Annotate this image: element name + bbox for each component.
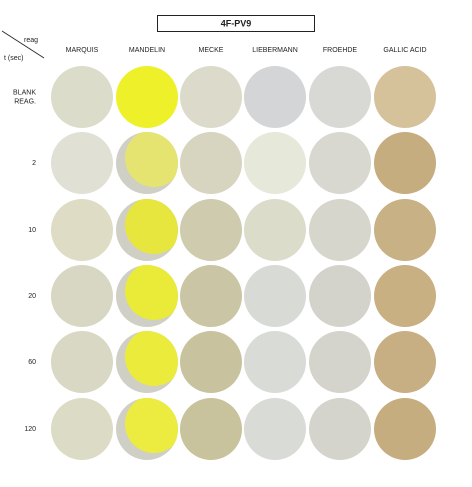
test-spot [180, 66, 242, 128]
test-spot [309, 398, 371, 460]
column-axis-label: reag [24, 37, 38, 44]
column-header: LIEBERMANN [252, 47, 298, 54]
test-spot [309, 66, 371, 128]
reaction-area [125, 331, 178, 386]
test-spot [309, 199, 371, 261]
test-spot [116, 66, 178, 128]
test-spot [244, 66, 306, 128]
row-axis-label: t (sec) [4, 55, 23, 62]
test-spot [374, 66, 436, 128]
row-header: 20 [28, 293, 36, 300]
test-spot [374, 398, 436, 460]
test-spot [51, 199, 113, 261]
test-spot [244, 132, 306, 194]
test-spot [374, 331, 436, 393]
test-spot [309, 265, 371, 327]
test-spot [374, 132, 436, 194]
test-spot [244, 398, 306, 460]
reaction-area [125, 132, 178, 187]
column-header: MARQUIS [66, 47, 99, 54]
row-header: BLANK [13, 89, 36, 96]
reaction-area [125, 199, 178, 254]
row-header: 120 [24, 426, 36, 433]
test-spot [309, 331, 371, 393]
test-spot [309, 132, 371, 194]
test-spot [51, 265, 113, 327]
test-spot [51, 398, 113, 460]
title-box [157, 15, 315, 32]
test-spot [374, 199, 436, 261]
test-spot [244, 199, 306, 261]
column-header: FROEHDE [323, 47, 358, 54]
title: 4F-PV9 [221, 18, 252, 28]
test-spot [244, 331, 306, 393]
row-header: 2 [32, 160, 36, 167]
test-spot [180, 199, 242, 261]
reaction-area [125, 265, 178, 320]
test-spot [374, 265, 436, 327]
test-spot [51, 132, 113, 194]
corner-divider [1, 30, 45, 59]
test-spot [51, 331, 113, 393]
test-spot [244, 265, 306, 327]
test-spot [180, 398, 242, 460]
column-header: MANDELIN [129, 47, 165, 54]
row-header: 60 [28, 359, 36, 366]
reaction-area [125, 398, 178, 453]
row-header: 10 [28, 227, 36, 234]
test-spot [180, 331, 242, 393]
test-spot [180, 132, 242, 194]
row-header: REAG. [14, 98, 36, 105]
column-header: GALLIC ACID [383, 47, 426, 54]
test-spot [180, 265, 242, 327]
test-spot [51, 66, 113, 128]
column-header: MECKE [199, 47, 224, 54]
